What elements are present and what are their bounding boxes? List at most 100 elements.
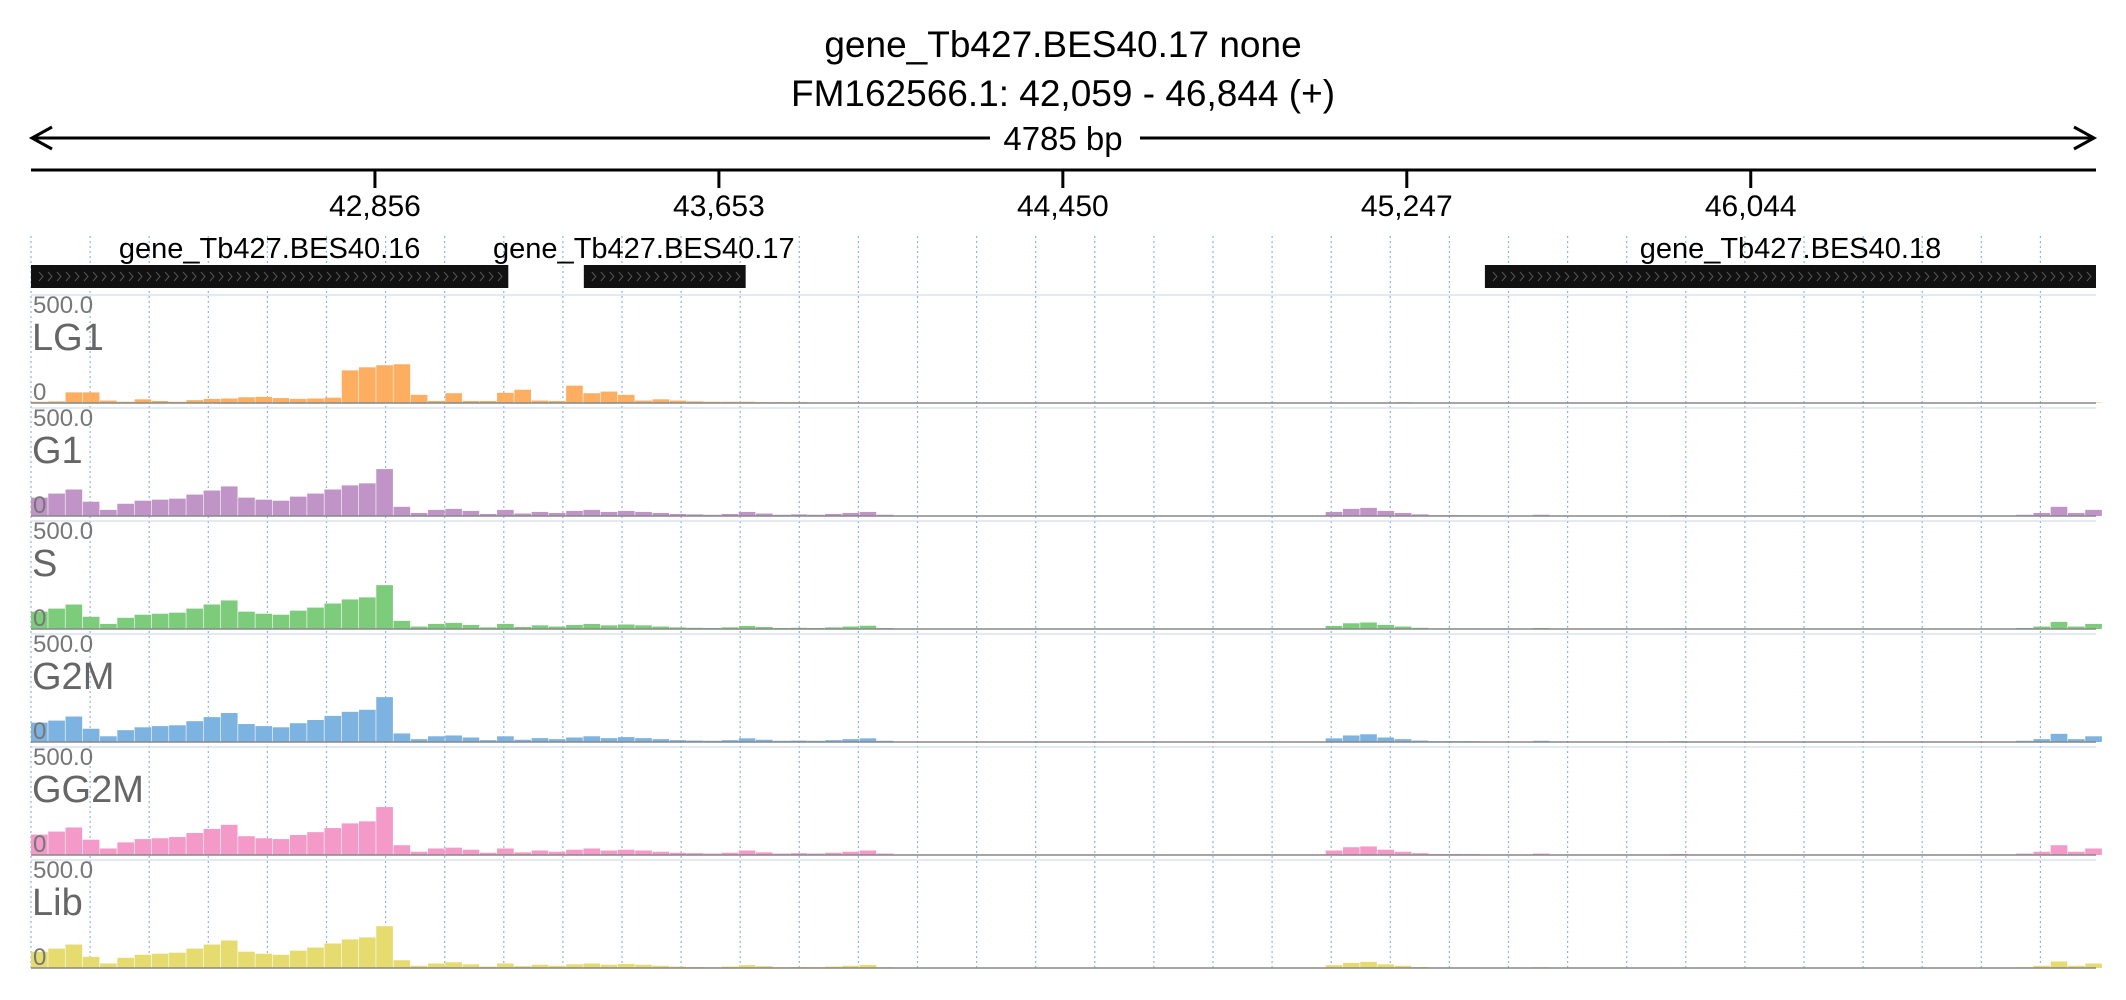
strand-chevron (1519, 271, 1525, 282)
coverage-bar (1360, 961, 1377, 968)
coverage-bar (1325, 511, 1343, 516)
strand-chevron (1798, 271, 1804, 282)
coverage-bar (134, 399, 152, 403)
coverage-bar (2085, 736, 2102, 742)
coverage-bar (1325, 850, 1343, 855)
coverage-bar (82, 956, 100, 968)
coverage-bar (497, 963, 514, 968)
coverage-bar (65, 716, 83, 742)
strand-chevron (344, 271, 350, 282)
strand-chevron (1717, 271, 1723, 282)
coverage-bar (238, 724, 255, 742)
strand-chevron (2050, 271, 2056, 282)
coverage-bar (186, 721, 204, 742)
coverage-bar (600, 964, 618, 968)
coverage-bar (289, 950, 307, 968)
strand-chevron (1735, 271, 1741, 282)
coverage-bar (600, 738, 618, 742)
coverage-bar (1342, 962, 1360, 968)
coverage-bar (2067, 851, 2085, 855)
coverage-bar (307, 607, 324, 629)
coverage-bar (445, 508, 462, 516)
coverage-bar (324, 715, 342, 742)
coverage-bar (497, 509, 514, 516)
coverage-bar (341, 599, 359, 629)
coverage-bar (2067, 739, 2085, 742)
coverage-bar (48, 493, 65, 516)
strand-chevron (1708, 271, 1714, 282)
strand-chevron (452, 271, 458, 282)
strand-chevron (672, 271, 678, 282)
strand-chevron (1726, 271, 1732, 282)
strand-chevron (110, 271, 116, 282)
strand-chevron (1915, 271, 1921, 282)
coverage-bar (514, 852, 531, 855)
coverage-bar (1394, 851, 1412, 855)
coverage-bar (48, 401, 65, 403)
coverage-bar (324, 489, 342, 516)
coverage-bar (203, 604, 221, 629)
strand-chevron (281, 271, 287, 282)
track-name: LG1 (32, 317, 104, 359)
coverage-bar (134, 727, 152, 742)
strand-chevron (119, 271, 125, 282)
coverage-bar (169, 837, 186, 855)
coverage-tracks: 500.0LG10500.0G10500.0S0500.0G2M0500.0GG… (31, 292, 2102, 971)
track-max-label: 500.0 (33, 405, 93, 432)
coverage-bar (1377, 624, 1395, 629)
strand-chevron (245, 271, 251, 282)
coverage-bar (2067, 626, 2085, 629)
coverage-bar (31, 497, 48, 516)
coverage-bar (117, 957, 134, 968)
strand-chevron (254, 271, 260, 282)
tick-label: 46,044 (1705, 190, 1797, 223)
coverage-bar (617, 394, 635, 403)
coverage-bar (548, 739, 566, 742)
coverage-bar (566, 737, 583, 742)
coverage-bar (410, 512, 428, 516)
coverage-bar (514, 389, 531, 403)
coverage-bar (479, 852, 497, 855)
strand-chevron (1744, 271, 1750, 282)
coverage-bar (186, 608, 204, 629)
strand-chevron (389, 271, 395, 282)
coverage-bar (842, 851, 859, 855)
coverage-bar (307, 832, 324, 855)
coverage-bar (31, 834, 48, 855)
span-ruler: 4785 bp (28, 120, 2098, 157)
coverage-bar (497, 736, 514, 742)
coverage-bar (859, 738, 877, 742)
gene-feature (31, 265, 509, 288)
coverage-bar (686, 514, 704, 516)
coverage-bar (48, 948, 65, 968)
strand-chevron (416, 271, 422, 282)
coverage-bar (669, 513, 687, 516)
coverage-bar (117, 842, 134, 855)
coverage-bar (117, 617, 134, 629)
strand-chevron (65, 271, 71, 282)
coverage-bar (1394, 965, 1412, 968)
coverage-bar (220, 486, 238, 516)
coverage-bar (566, 510, 583, 516)
coverage-bar (1342, 623, 1360, 629)
strand-chevron (1906, 271, 1912, 282)
coverage-bar (2067, 965, 2085, 968)
coverage-bar (358, 709, 376, 742)
coverage-bar (82, 839, 100, 855)
coverage-bar (842, 965, 859, 968)
coverage-bar (324, 943, 342, 968)
coverage-bar (341, 370, 359, 403)
coverage-bar (635, 850, 652, 855)
coverage-bar (583, 963, 601, 968)
coverage-bar (324, 397, 342, 403)
coverage-bar (358, 483, 376, 516)
coverage-bar (842, 739, 859, 742)
strand-chevron (1969, 271, 1975, 282)
strand-chevron (636, 271, 642, 282)
strand-chevron (362, 271, 368, 282)
coverage-bar (2033, 626, 2051, 629)
strand-chevron (2059, 271, 2065, 282)
coverage-bar (220, 940, 238, 968)
